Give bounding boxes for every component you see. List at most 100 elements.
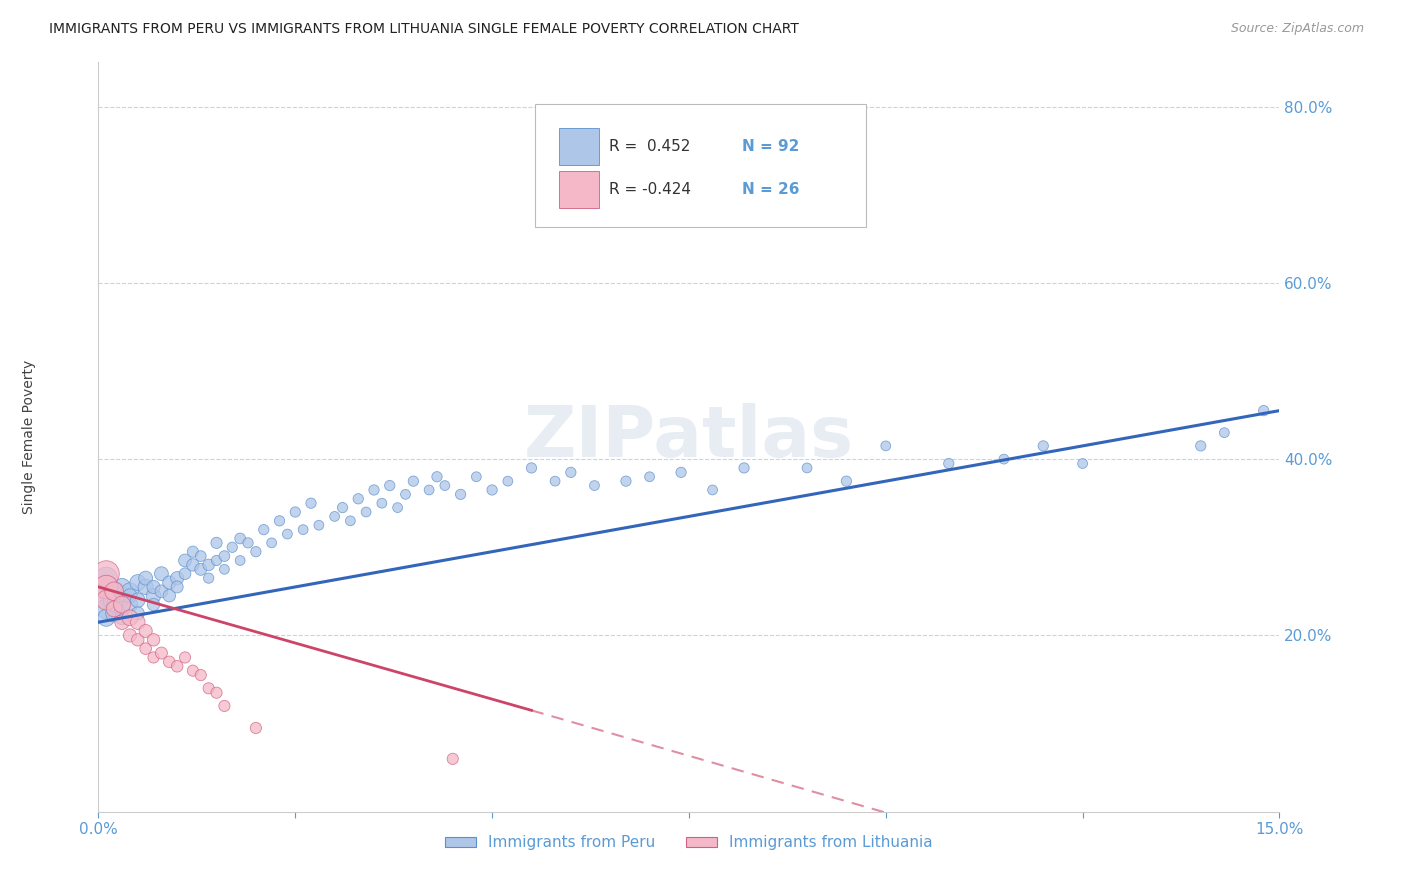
Point [118, 611, 141, 625]
Point [205, 536, 228, 550]
Point [103, 593, 125, 607]
Point [103, 598, 125, 612]
Point [378, 478, 401, 492]
Point [236, 536, 259, 550]
Point [190, 668, 212, 682]
Text: R = -0.424: R = -0.424 [609, 182, 690, 197]
Point [520, 461, 543, 475]
Point [127, 632, 149, 647]
Point [174, 566, 197, 581]
Point [181, 664, 204, 678]
Point [103, 602, 125, 616]
Point [197, 681, 219, 696]
Point [245, 721, 267, 735]
Point [583, 478, 606, 492]
Point [118, 628, 141, 642]
Point [111, 611, 134, 625]
Point [190, 562, 212, 576]
Point [354, 505, 377, 519]
Point [157, 589, 180, 603]
Point [347, 491, 370, 506]
Point [150, 646, 173, 660]
Point [1213, 425, 1236, 440]
Point [118, 598, 141, 612]
Point [103, 607, 125, 621]
Point [96, 566, 118, 581]
Point [229, 553, 252, 567]
Point [135, 641, 157, 656]
Point [308, 518, 330, 533]
Point [323, 509, 346, 524]
FancyBboxPatch shape [560, 171, 599, 208]
Point [181, 558, 204, 572]
Point [142, 589, 165, 603]
FancyBboxPatch shape [536, 103, 866, 227]
Point [284, 505, 307, 519]
Point [127, 607, 149, 621]
Point [135, 624, 157, 638]
Point [260, 536, 283, 550]
Point [197, 558, 219, 572]
Point [135, 571, 157, 585]
Point [118, 584, 141, 599]
Point [96, 593, 118, 607]
Point [465, 469, 488, 483]
Point [197, 571, 219, 585]
Point [214, 562, 236, 576]
Point [150, 584, 173, 599]
Point [118, 589, 141, 603]
Point [111, 602, 134, 616]
Point [363, 483, 385, 497]
Point [292, 523, 315, 537]
Point [1189, 439, 1212, 453]
Point [174, 553, 197, 567]
Point [111, 598, 134, 612]
Point [96, 589, 118, 603]
Point [496, 474, 519, 488]
Point [96, 580, 118, 594]
Point [371, 496, 394, 510]
Point [702, 483, 724, 497]
Point [96, 571, 118, 585]
FancyBboxPatch shape [560, 128, 599, 165]
Point [276, 527, 298, 541]
Point [1032, 439, 1054, 453]
Point [96, 611, 118, 625]
Point [796, 461, 818, 475]
Point [614, 474, 637, 488]
Point [111, 580, 134, 594]
Point [135, 580, 157, 594]
Point [103, 584, 125, 599]
Point [638, 469, 661, 483]
Point [181, 544, 204, 558]
Point [205, 553, 228, 567]
Point [127, 593, 149, 607]
Point [1253, 403, 1275, 417]
Point [387, 500, 409, 515]
Point [214, 698, 236, 713]
Point [299, 496, 322, 510]
Point [669, 466, 692, 480]
Point [402, 474, 425, 488]
Point [111, 589, 134, 603]
Point [332, 500, 354, 515]
Point [394, 487, 416, 501]
Point [190, 549, 212, 563]
Point [269, 514, 291, 528]
Point [253, 523, 276, 537]
Text: R =  0.452: R = 0.452 [609, 139, 690, 153]
Point [142, 650, 165, 665]
Point [450, 487, 472, 501]
Point [96, 580, 118, 594]
Point [103, 584, 125, 599]
Point [418, 483, 440, 497]
Point [875, 439, 897, 453]
Point [96, 602, 118, 616]
Point [142, 632, 165, 647]
Point [1071, 457, 1094, 471]
Point [245, 544, 267, 558]
Text: IMMIGRANTS FROM PERU VS IMMIGRANTS FROM LITHUANIA SINGLE FEMALE POVERTY CORRELAT: IMMIGRANTS FROM PERU VS IMMIGRANTS FROM … [49, 22, 799, 37]
Text: N = 92: N = 92 [742, 139, 800, 153]
Text: ZIPatlas: ZIPatlas [524, 402, 853, 472]
Point [560, 466, 582, 480]
